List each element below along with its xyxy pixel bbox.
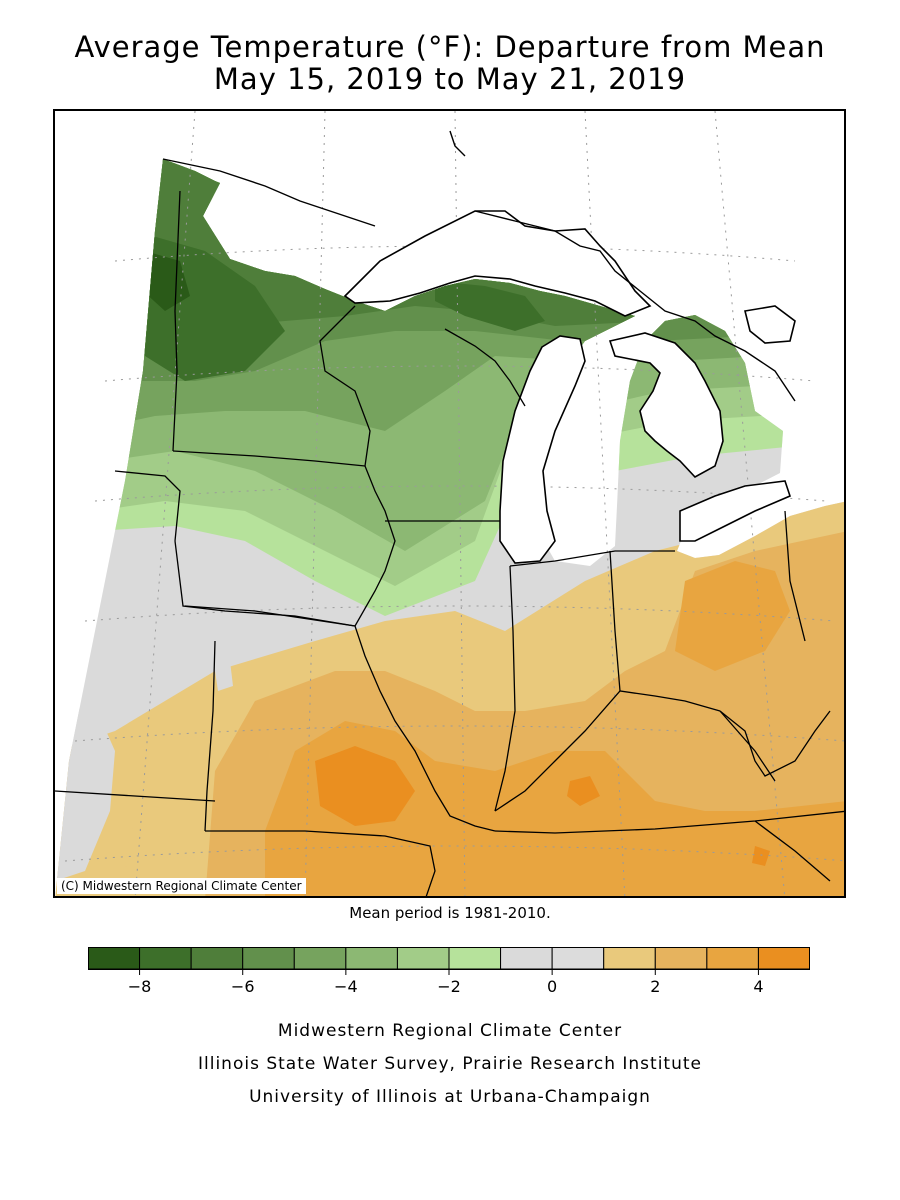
legend-swatch — [139, 947, 192, 970]
lake-huron — [608, 332, 724, 479]
legend-swatch — [757, 947, 810, 970]
great-lakes — [343, 210, 796, 564]
credit-line-1: Midwestern Regional Climate Center — [277, 1021, 623, 1041]
map-graticule — [64, 111, 844, 896]
state-boundaries — [55, 190, 844, 896]
legend-swatch — [396, 947, 450, 970]
lake-michigan — [499, 335, 586, 564]
map-panel: (C) Midwestern Regional Climate Center — [53, 109, 846, 898]
map-title-line-1: Average Temperature (°F): Departure from… — [74, 30, 826, 64]
temperature-departure-map — [55, 111, 844, 896]
legend-tick-label: 2 — [650, 977, 660, 996]
legend-swatch — [88, 947, 141, 970]
coastlines — [162, 130, 796, 402]
legend-tick-label: −8 — [128, 977, 152, 996]
legend-swatch — [500, 947, 553, 970]
legend-ticks: −8 −6 −4 −2 0 2 4 — [128, 969, 764, 996]
legend-tick-label: 4 — [753, 977, 763, 996]
lake-nipigon-area — [744, 305, 796, 344]
legend-swatch — [345, 947, 398, 970]
legend-tick-label: −4 — [334, 977, 358, 996]
copyright-notice: (C) Midwestern Regional Climate Center — [57, 878, 306, 894]
legend-swatch — [448, 947, 502, 970]
legend-tick-label: −2 — [437, 977, 461, 996]
legend-swatch — [190, 947, 244, 970]
color-legend: −8 −6 −4 −2 0 2 4 — [88, 947, 810, 996]
credit-line-3: University of Illinois at Urbana-Champai… — [249, 1087, 651, 1107]
map-title-line-2: May 15, 2019 to May 21, 2019 — [213, 62, 687, 96]
lake-erie — [679, 480, 791, 542]
legend-swatch — [654, 947, 708, 970]
legend-tick-label: −6 — [231, 977, 255, 996]
legend-swatches — [88, 947, 810, 970]
lake-superior — [343, 210, 652, 317]
legend-swatch — [551, 947, 605, 970]
legend-tick-label: 0 — [547, 977, 557, 996]
legend-swatch — [242, 947, 295, 970]
legend-swatch — [706, 947, 759, 970]
legend-swatch — [603, 947, 656, 970]
mean-period-note: Mean period is 1981-2010. — [349, 904, 551, 922]
legend-swatch — [293, 947, 347, 970]
credit-line-2: Illinois State Water Survey, Prairie Res… — [198, 1054, 702, 1074]
